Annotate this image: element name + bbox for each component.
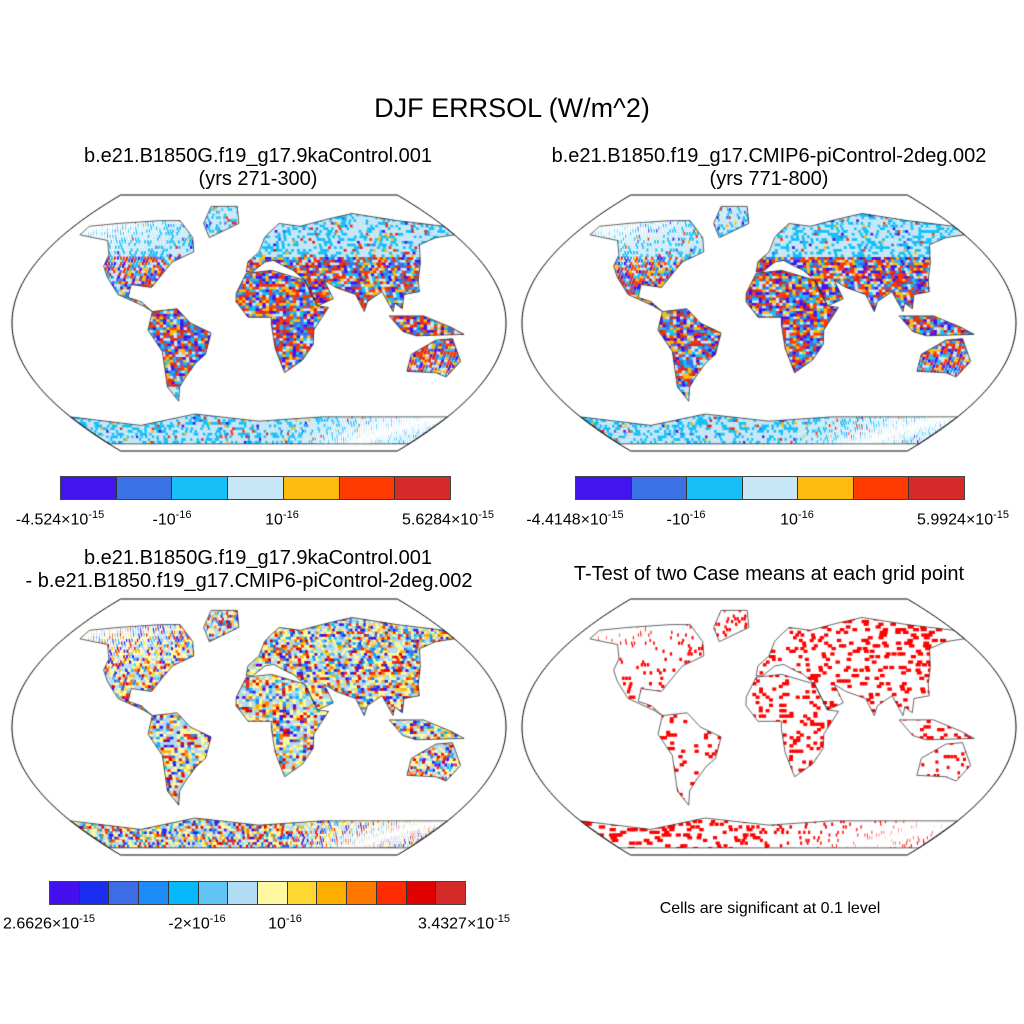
colorbar-box-3 — [742, 477, 799, 499]
colorbar-panel2 — [575, 476, 965, 500]
cbar2-label-min: -4.4148×10-15 — [526, 509, 624, 529]
colorbar-box-4 — [798, 477, 854, 499]
panel3-title-line2: - b.e21.B1850.f19_g17.CMIP6-piControl-2d… — [25, 570, 473, 592]
colorbar-box-0 — [576, 477, 632, 499]
colorbar-box-2 — [687, 477, 743, 499]
colorbar-box-3 — [139, 882, 169, 904]
cbar3-label-min: 2.6626×10-15 — [3, 913, 95, 933]
colorbar-box-9 — [317, 882, 348, 904]
significance-note: Cells are significant at 0.1 level — [659, 900, 881, 917]
cbar3-label-pos: 10-16 — [268, 913, 302, 933]
colorbar-box-13 — [436, 882, 466, 904]
map-panel1 — [9, 192, 509, 454]
panel1-title: b.e21.B1850G.f19_g17.9kaControl.001 (yrs… — [8, 145, 508, 191]
colorbar-box-7 — [258, 882, 288, 904]
cbar2-label-max: 5.9924×10-15 — [917, 509, 1009, 529]
cbar3-label-neg: -2×10-16 — [168, 913, 226, 933]
panel2-title-line2: (yrs 771-800) — [709, 168, 829, 190]
panel4-title: T-Test of two Case means at each grid po… — [573, 563, 965, 585]
colorbar-box-5 — [853, 477, 910, 499]
colorbar-box-4 — [283, 477, 340, 499]
figure-title: DJF ERRSOL (W/m^2) — [374, 93, 650, 123]
panel3-title-line1: b.e21.B1850G.f19_g17.9kaControl.001 — [83, 547, 433, 569]
colorbar-box-11 — [376, 882, 407, 904]
colorbar-box-3 — [228, 477, 284, 499]
cbar2-label-pos: 10-16 — [780, 509, 814, 529]
colorbar-box-6 — [228, 882, 259, 904]
cbar1-label-max: 5.6284×10-15 — [402, 509, 494, 529]
cbar2-label-neg: -10-16 — [666, 509, 706, 529]
colorbar-box-2 — [109, 882, 140, 904]
panel1-title-line1: b.e21.B1850G.f19_g17.9kaControl.001 — [83, 145, 433, 167]
colorbar-box-1 — [631, 477, 688, 499]
colorbar-box-5 — [339, 477, 396, 499]
colorbar-box-12 — [406, 882, 437, 904]
panel3-title: b.e21.B1850G.f19_g17.9kaControl.001 - b.… — [8, 547, 508, 593]
colorbar-box-6 — [909, 477, 965, 499]
cbar1-label-min: -4.524×10-15 — [15, 509, 105, 529]
colorbar-box-1 — [79, 882, 110, 904]
panel1-title-line2: (yrs 271-300) — [198, 168, 318, 190]
panel2-title: b.e21.B1850.f19_g17.CMIP6-piControl-2deg… — [518, 145, 1020, 191]
cbar1-label-neg: -10-16 — [152, 509, 192, 529]
map-panel4-ttest — [519, 596, 1019, 858]
cbar1-label-pos: 10-16 — [265, 509, 299, 529]
colorbar-box-5 — [198, 882, 229, 904]
map-panel2 — [519, 192, 1019, 454]
colorbar-panel3 — [49, 881, 466, 905]
colorbar-panel1 — [60, 476, 451, 500]
cbar3-label-max: 3.4327×10-15 — [418, 913, 510, 933]
colorbar-box-8 — [287, 882, 318, 904]
panel2-title-line1: b.e21.B1850.f19_g17.CMIP6-piControl-2deg… — [551, 145, 987, 167]
colorbar-box-0 — [61, 477, 117, 499]
colorbar-box-1 — [116, 477, 173, 499]
colorbar-box-10 — [347, 882, 377, 904]
colorbar-box-6 — [395, 477, 451, 499]
colorbar-box-0 — [50, 882, 80, 904]
colorbar-box-2 — [172, 477, 229, 499]
colorbar-box-4 — [168, 882, 199, 904]
map-panel3-difference — [9, 596, 509, 858]
